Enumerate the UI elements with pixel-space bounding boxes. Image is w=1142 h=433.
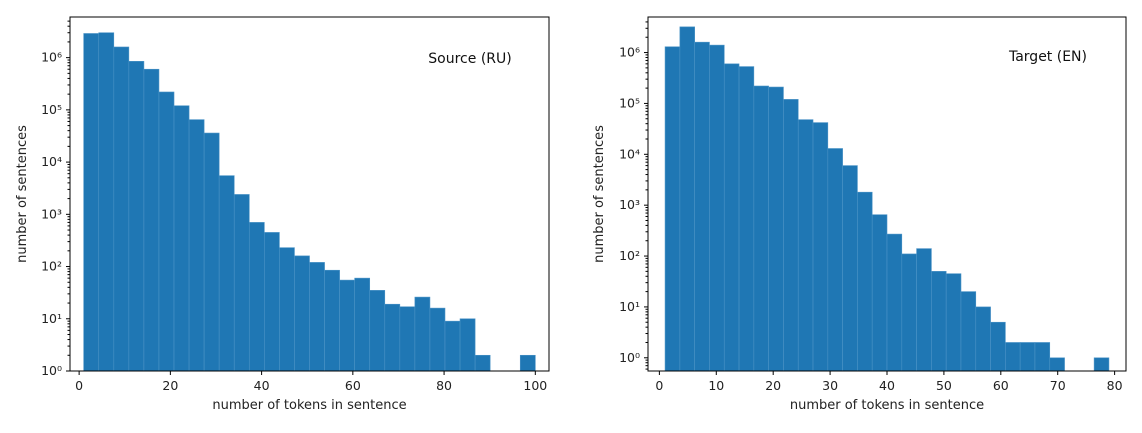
histogram-bar (309, 262, 325, 372)
histogram-bar (709, 44, 725, 372)
x-tick-label: 20 (162, 378, 178, 393)
histogram-bar (842, 165, 858, 372)
histogram-bar (960, 291, 977, 372)
y-tick-label: 10⁶ (41, 50, 62, 65)
histogram-bar (857, 191, 873, 372)
histogram-bar (399, 306, 416, 372)
histogram-bar (694, 41, 710, 372)
y-tick-label: 10⁶ (619, 45, 640, 60)
histogram-bar (113, 46, 130, 372)
x-tick-label: 20 (765, 378, 781, 393)
histogram-source-ru: 0 20 40 60 80 100 10⁰ 10¹ 10² 10³ 10⁴ 10⁵ 10⁶ number … (15, 16, 550, 413)
histogram-bar (429, 307, 446, 372)
histogram-bar (916, 248, 932, 372)
histogram-bar (827, 148, 843, 372)
y-tick-label: 10² (41, 259, 62, 274)
x-tick-label: 100 (523, 378, 547, 393)
histogram-bar (871, 214, 888, 372)
y-tick-label: 10⁰ (41, 363, 62, 378)
histogram-bar (294, 255, 310, 372)
histogram-bar (723, 63, 740, 372)
x-tick-label: 70 (1050, 378, 1066, 393)
histogram-bar (98, 32, 115, 372)
y-tick-label: 10⁴ (619, 146, 640, 161)
x-tick-label: 60 (993, 378, 1009, 393)
histogram-bar (128, 61, 145, 372)
histogram-bar (369, 290, 386, 372)
histogram-bar (173, 105, 190, 372)
histogram-bar (886, 233, 903, 372)
x-tick-label: 0 (75, 378, 83, 393)
y-tick-label: 10⁵ (41, 102, 62, 117)
histogram-bar (203, 132, 220, 372)
histogram-bar (931, 271, 947, 372)
x-tick-label: 30 (822, 378, 838, 393)
histogram-bar (158, 91, 175, 372)
x-tick-label: 0 (655, 378, 663, 393)
plot-frame (69, 16, 550, 372)
histogram-bar (414, 296, 431, 372)
y-axis-label: number of sentences (592, 125, 607, 263)
histogram-bar (1005, 342, 1021, 372)
y-axis-label: number of sentences (15, 125, 30, 263)
histogram-bar (459, 318, 476, 372)
histogram-bar (768, 86, 784, 372)
histogram-bar (1034, 342, 1051, 372)
histogram-bar (738, 66, 755, 372)
histogram-bar (83, 33, 100, 372)
x-tick-label: 10 (708, 378, 724, 393)
histogram-bar (218, 175, 235, 372)
x-axis-label: number of tokens in sentence (790, 398, 984, 413)
y-tick-label: 10⁴ (41, 154, 62, 169)
histogram-bar (990, 321, 1006, 372)
histogram-target-en: 0 10 20 30 40 50 60 70 80 10⁰ 10¹ 10² 10³ 10⁴ 10⁵ 10⁶ nu… (592, 16, 1127, 413)
y-tick-label: 10⁵ (619, 95, 640, 110)
histogram-bar (248, 222, 265, 372)
x-tick-label: 80 (436, 378, 452, 393)
histogram-bar (783, 99, 799, 372)
y-tick-label: 10¹ (619, 299, 640, 314)
x-tick-label: 60 (345, 378, 361, 393)
histogram-bar (945, 273, 962, 372)
x-tick-label: 40 (879, 378, 895, 393)
x-tick-label: 80 (1107, 378, 1123, 393)
panel-annotation: Source (RU) (428, 51, 511, 67)
histogram-bar (354, 277, 371, 372)
x-axis-label: number of tokens in sentence (212, 398, 406, 413)
x-tick-label: 50 (936, 378, 952, 393)
histogram-bar (753, 85, 769, 372)
x-tick-label: 40 (254, 378, 270, 393)
histogram-bar (279, 247, 295, 372)
histogram-bar (519, 354, 536, 372)
y-tick-label: 10¹ (41, 311, 62, 326)
histogram-bar (339, 279, 355, 372)
histogram-bar (444, 320, 461, 372)
histogram-bar (975, 306, 991, 372)
histogram-bar (188, 119, 205, 372)
y-tick-label: 10³ (619, 197, 640, 212)
histogram-bar (664, 46, 681, 372)
histogram-bar (474, 354, 491, 372)
histogram-bar (797, 119, 814, 372)
histogram-bar (264, 232, 280, 372)
panel-annotation: Target (EN) (1008, 49, 1087, 65)
histogram-bar (233, 194, 250, 372)
histogram-bar (901, 253, 917, 372)
histogram-bar (812, 122, 829, 372)
y-tick-label: 10⁰ (619, 350, 640, 365)
histogram-bar (324, 269, 340, 372)
y-tick-label: 10³ (41, 206, 62, 221)
histogram-bar (1049, 357, 1065, 372)
histogram-bar (1019, 342, 1036, 372)
histogram-bar (384, 303, 401, 372)
histogram-bar (143, 68, 160, 372)
histogram-bar (679, 26, 695, 372)
y-tick-label: 10² (619, 248, 640, 263)
histogram-bar (1093, 357, 1110, 372)
